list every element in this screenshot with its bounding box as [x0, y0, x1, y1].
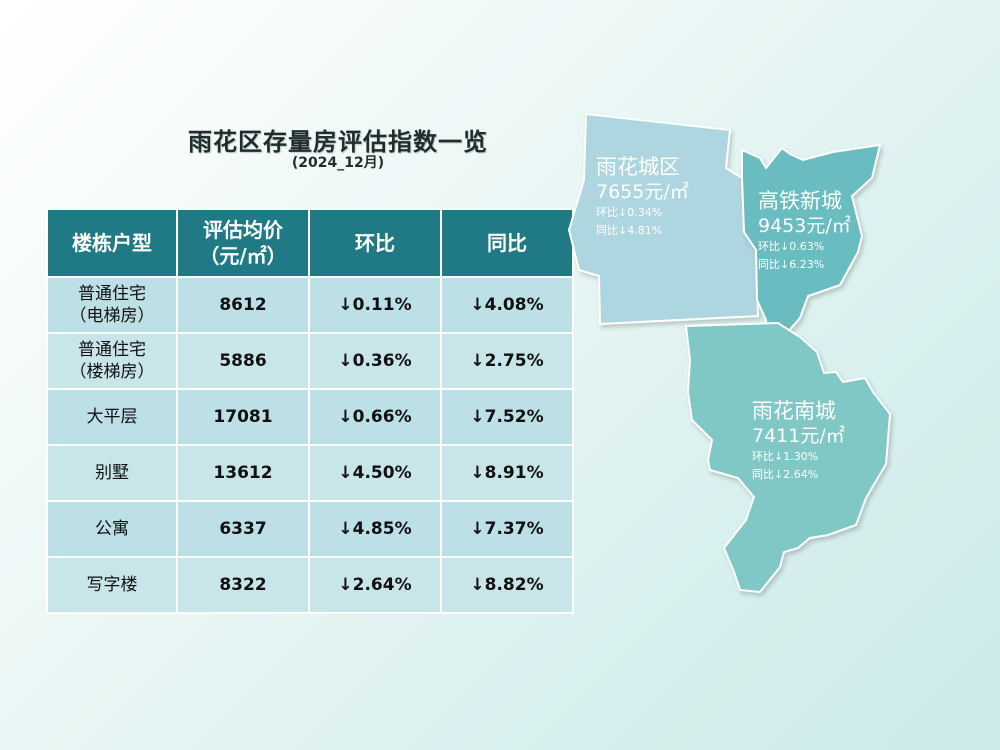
cell-mom: ↓4.85%	[308, 500, 442, 558]
table-row: 普通住宅 （楼梯房） 5886 ↓0.36% ↓2.75%	[46, 332, 574, 390]
table-row: 别墅 13612 ↓4.50% ↓8.91%	[46, 444, 574, 502]
cell-price: 8322	[176, 556, 310, 614]
index-table: 楼栋户型 评估均价 （元/㎡） 环比 同比 普通住宅 （电梯房） 8612 ↓0…	[46, 208, 574, 614]
cell-mom: ↓2.64%	[308, 556, 442, 614]
cell-yoy: ↓8.82%	[440, 556, 574, 614]
header-mom: 环比	[308, 208, 442, 278]
cell-yoy: ↓2.75%	[440, 332, 574, 390]
table-header-row: 楼栋户型 评估均价 （元/㎡） 环比 同比	[46, 208, 574, 278]
region-price: 9453元/㎡	[758, 215, 851, 237]
cell-price: 8612	[176, 276, 310, 334]
region-shape-yuhua-urban	[567, 112, 760, 326]
header-yoy: 同比	[440, 208, 574, 278]
cell-price: 13612	[176, 444, 310, 502]
region-mom: 环比↓0.34%	[596, 206, 663, 219]
region-name: 雨花南城	[752, 399, 836, 423]
cell-yoy: ↓8.91%	[440, 444, 574, 502]
cell-mom: ↓0.66%	[308, 388, 442, 446]
cell-type: 公寓	[46, 500, 178, 558]
table-row: 写字楼 8322 ↓2.64% ↓8.82%	[46, 556, 574, 614]
cell-type: 普通住宅 （楼梯房）	[46, 332, 178, 390]
cell-yoy: ↓7.52%	[440, 388, 574, 446]
cell-price: 17081	[176, 388, 310, 446]
region-yoy: 同比↓2.64%	[752, 468, 819, 481]
cell-mom: ↓0.11%	[308, 276, 442, 334]
region-yoy: 同比↓6.23%	[758, 258, 825, 271]
region-shape-yuhua-south	[684, 321, 892, 594]
table-row: 普通住宅 （电梯房） 8612 ↓0.11% ↓4.08%	[46, 276, 574, 334]
region-label-yuhua-south: 雨花南城 7411元/㎡ 环比↓1.30% 同比↓2.64%	[752, 398, 845, 484]
cell-mom: ↓4.50%	[308, 444, 442, 502]
region-price: 7411元/㎡	[752, 425, 845, 447]
cell-type: 写字楼	[46, 556, 178, 614]
header-price: 评估均价 （元/㎡）	[176, 208, 310, 278]
region-label-yuhua-urban: 雨花城区 7655元/㎡ 环比↓0.34% 同比↓4.81%	[596, 154, 689, 240]
table-row: 公寓 6337 ↓4.85% ↓7.37%	[46, 500, 574, 558]
cell-type: 大平层	[46, 388, 178, 446]
region-yoy: 同比↓4.81%	[596, 224, 663, 237]
cell-yoy: ↓7.37%	[440, 500, 574, 558]
cell-mom: ↓0.36%	[308, 332, 442, 390]
region-price: 7655元/㎡	[596, 181, 689, 203]
region-shape-high-speed-rail-city	[741, 143, 882, 355]
region-label-high-speed-rail-city: 高铁新城 9453元/㎡ 环比↓0.63% 同比↓6.23%	[758, 188, 851, 274]
cell-price: 5886	[176, 332, 310, 390]
cell-type: 别墅	[46, 444, 178, 502]
cell-price: 6337	[176, 500, 310, 558]
region-name: 高铁新城	[758, 189, 842, 213]
cell-type: 普通住宅 （电梯房）	[46, 276, 178, 334]
header-type: 楼栋户型	[46, 208, 178, 278]
page-title: 雨花区存量房评估指数一览	[188, 128, 488, 156]
region-name: 雨花城区	[596, 155, 680, 179]
region-mom: 环比↓0.63%	[758, 240, 825, 253]
table-row: 大平层 17081 ↓0.66% ↓7.52%	[46, 388, 574, 446]
cell-yoy: ↓4.08%	[440, 276, 574, 334]
page-subtitle: (2024_12月)	[291, 155, 385, 171]
region-mom: 环比↓1.30%	[752, 450, 819, 463]
